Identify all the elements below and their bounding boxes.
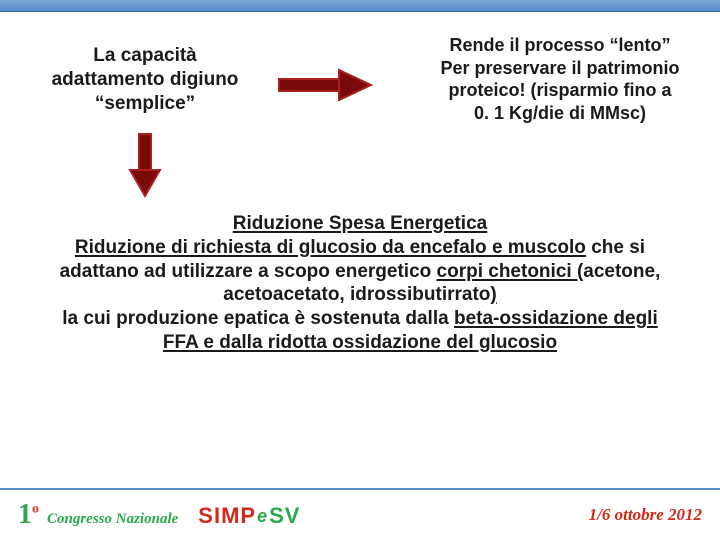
text-segment: la cui produzione epatica è sostenuta da… — [62, 308, 454, 329]
text-segment: Riduzione Spesa Energetica — [233, 213, 487, 234]
arrow-down-icon — [128, 132, 162, 198]
box-right: Rende il processo “lento” Per preservare… — [430, 28, 690, 130]
arrow-right-icon — [277, 68, 373, 102]
brand-simp: SIMP — [198, 503, 256, 529]
top-bar — [0, 0, 720, 12]
footer-ordinal-n: 1 — [18, 499, 32, 530]
slide-content: La capacità adattamento digiuno “semplic… — [0, 20, 720, 480]
arrow-right-wrap — [270, 68, 380, 102]
brand-e: e — [257, 506, 268, 527]
box-bottom-line: la cui produzione epatica è sostenuta da… — [44, 307, 676, 355]
box-bottom: Riduzione Spesa Energetica Riduzione di r… — [30, 202, 690, 365]
footer-ordinal-sup: o — [32, 502, 39, 517]
footer-brand: SIMPeSV — [198, 503, 300, 529]
text-segment: corpi chetonici ( — [437, 261, 584, 282]
footer-left: 1o Congresso Nazionale SIMPeSV — [18, 499, 300, 531]
box-right-line-1: Rende il processo “lento” — [449, 35, 670, 55]
footer-date: 1/6 ottobre 2012 — [589, 505, 702, 525]
top-row: La capacità adattamento digiuno “semplic… — [30, 28, 690, 130]
footer-ordinal: 1o — [18, 499, 39, 531]
box-bottom-line: Riduzione di richiesta di glucosio da en… — [44, 236, 676, 307]
footer: 1o Congresso Nazionale SIMPeSV 1/6 ottob… — [0, 488, 720, 540]
box-left: La capacità adattamento digiuno “semplic… — [30, 38, 260, 121]
footer-congress: Congresso Nazionale — [47, 511, 178, 528]
box-right-line-2: Per preservare il patrimonio proteico! (… — [440, 58, 679, 123]
text-segment: Riduzione di richiesta di glucosio da en… — [75, 237, 586, 258]
box-bottom-line: Riduzione Spesa Energetica — [44, 212, 676, 236]
arrow-down-wrap — [30, 132, 260, 198]
text-segment: ) — [490, 284, 496, 305]
brand-sv: SV — [269, 503, 300, 529]
box-left-text: La capacità adattamento digiuno “semplic… — [52, 45, 239, 114]
